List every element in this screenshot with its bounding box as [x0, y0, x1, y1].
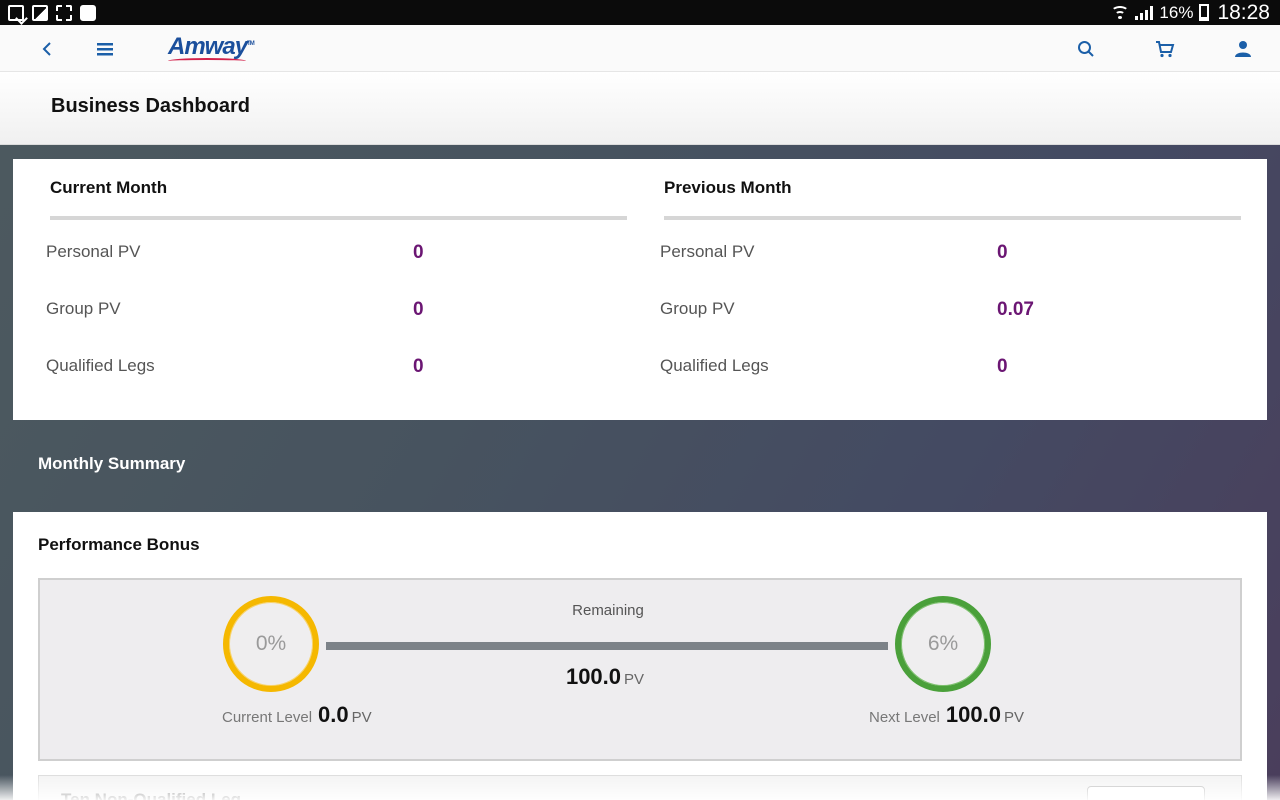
- next-section-title: Ten Non-Qualified Leg: [61, 790, 242, 800]
- divider: [50, 216, 627, 220]
- remaining-value: 100.0 PV: [520, 664, 690, 690]
- current-personal-pv-value: 0: [413, 242, 424, 263]
- divider: [664, 216, 1241, 220]
- logo-trademark: TM: [247, 41, 255, 47]
- remaining-pv-value: 100.0: [565, 664, 622, 689]
- search-icon: [1078, 41, 1094, 57]
- signal-icon: [1135, 5, 1154, 20]
- current-level-value: 0.0: [318, 702, 349, 727]
- current-level-label: Current Level: [222, 709, 313, 726]
- bonus-progress-panel: 0% Remaining 100.0 PV 6% Current Level 0.0…: [38, 578, 1242, 761]
- menu-icon: [97, 43, 113, 56]
- shopping-bag-check-icon: [80, 4, 96, 21]
- document-check-icon: [8, 4, 24, 21]
- next-level-value: 100.0: [945, 702, 1001, 727]
- amway-logo[interactable]: AmwayTM: [168, 33, 255, 64]
- spreadsheet-icon: [56, 4, 72, 21]
- next-level-percent: 6%: [927, 632, 959, 655]
- wifi-icon: [1111, 5, 1130, 20]
- previous-qualified-legs-label: Qualified Legs: [660, 356, 769, 375]
- logo-swoosh: [168, 58, 246, 64]
- next-level-ring: 6%: [895, 596, 991, 692]
- battery-percent: 16%: [1159, 2, 1194, 22]
- previous-group-pv-label: Group PV: [660, 299, 735, 318]
- remaining-label: Remaining: [572, 602, 644, 619]
- current-level-percent: 0%: [255, 632, 287, 655]
- previous-group-pv-value: 0.07: [997, 299, 1034, 320]
- back-icon: [42, 42, 51, 56]
- next-level-unit: PV: [1003, 709, 1024, 726]
- month-summary-card: Current Month Personal PV 0 Group PV 0 Q…: [13, 159, 1267, 420]
- current-group-pv-label: Group PV: [46, 299, 121, 318]
- account-button[interactable]: [1229, 35, 1257, 63]
- previous-personal-pv-value: 0: [997, 242, 1008, 263]
- image-icon: [32, 4, 48, 21]
- clock: 18:28: [1217, 0, 1270, 24]
- back-button[interactable]: [33, 35, 61, 63]
- next-section-button[interactable]: [1087, 786, 1205, 800]
- app-header: AmwayTM: [0, 25, 1280, 72]
- next-level-info: Next Level 100.0 PV: [869, 702, 1024, 728]
- current-level-ring: 0%: [223, 596, 319, 692]
- current-qualified-legs-label: Qualified Legs: [46, 356, 155, 375]
- performance-bonus-card: Performance Bonus 0% Remaining 100.0 PV 6…: [13, 512, 1267, 800]
- current-personal-pv-label: Personal PV: [46, 242, 141, 261]
- page-title-bar: Business Dashboard: [0, 72, 1280, 145]
- battery-icon: [1199, 4, 1210, 21]
- current-level-unit: PV: [351, 709, 372, 726]
- performance-bonus-title: Performance Bonus: [38, 535, 200, 554]
- previous-personal-pv-label: Personal PV: [660, 242, 755, 261]
- cart-icon: [1156, 41, 1175, 58]
- previous-qualified-legs-value: 0: [997, 356, 1008, 377]
- logo-text: Amway: [168, 33, 248, 60]
- next-level-label: Next Level: [869, 709, 940, 726]
- status-bar: 16% 18:28: [0, 0, 1280, 25]
- progress-bar: [326, 642, 888, 650]
- menu-button[interactable]: [91, 35, 119, 63]
- remaining-pv-unit: PV: [624, 671, 645, 688]
- current-level-info: Current Level 0.0 PV: [222, 702, 372, 728]
- notification-icons: [8, 4, 96, 21]
- current-qualified-legs-value: 0: [413, 356, 424, 377]
- page-title: Business Dashboard: [51, 95, 250, 117]
- current-group-pv-value: 0: [413, 299, 424, 320]
- cart-button[interactable]: [1151, 35, 1179, 63]
- account-icon: [1235, 41, 1251, 57]
- monthly-summary-heading: Monthly Summary: [38, 454, 186, 473]
- previous-month-title: Previous Month: [664, 178, 792, 197]
- next-section-card[interactable]: Ten Non-Qualified Leg: [38, 775, 1242, 800]
- search-button[interactable]: [1072, 35, 1100, 63]
- current-month-title: Current Month: [50, 178, 168, 197]
